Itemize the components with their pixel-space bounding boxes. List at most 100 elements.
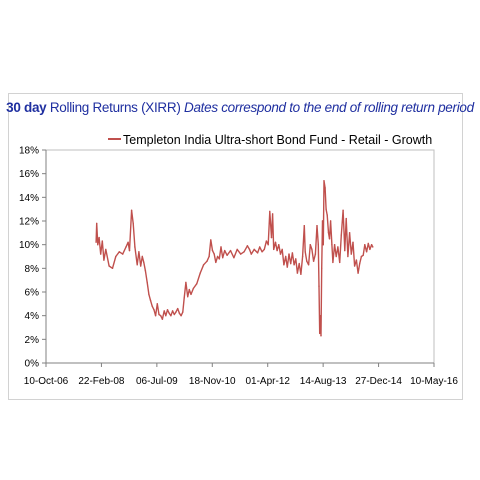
x-tick-label: 01-Apr-12: [245, 376, 290, 387]
data-point: [290, 262, 292, 265]
data-point: [180, 315, 182, 317]
data-point: [210, 239, 212, 241]
data-point: [183, 297, 185, 299]
data-point: [220, 246, 222, 248]
data-point: [337, 246, 339, 248]
data-point: [103, 259, 105, 261]
data-point: [281, 248, 283, 251]
data-point: [306, 260, 308, 262]
data-point: [303, 225, 305, 227]
data-point: [98, 236, 100, 239]
data-point: [226, 254, 228, 256]
data-point: [339, 261, 341, 264]
data-point: [118, 251, 121, 253]
data-point: [263, 248, 265, 251]
data-point: [158, 313, 160, 316]
data-point: [101, 240, 104, 242]
data-point: [243, 251, 245, 253]
data-point: [134, 246, 136, 248]
data-point: [240, 253, 242, 255]
data-point: [156, 303, 158, 305]
data-point: [298, 262, 300, 265]
data-point: [309, 244, 311, 246]
data-point: [322, 244, 324, 246]
data-point: [190, 293, 192, 296]
data-point: [321, 267, 323, 269]
data-point: [95, 241, 97, 243]
data-point: [105, 248, 107, 251]
data-point: [233, 257, 235, 259]
data-point: [342, 209, 344, 211]
data-point: [270, 236, 273, 239]
data-point: [353, 265, 356, 267]
data-point: [154, 315, 157, 317]
data-point: [335, 255, 337, 258]
data-point: [170, 315, 172, 317]
data-point: [108, 265, 110, 267]
y-tick-label: 6%: [25, 288, 40, 299]
data-point: [229, 249, 232, 252]
data-point: [96, 222, 98, 225]
chart-frame: [8, 93, 463, 400]
data-point: [318, 285, 320, 287]
data-point: [301, 255, 304, 258]
data-point: [192, 287, 195, 290]
data-point: [171, 310, 174, 312]
data-point: [160, 315, 162, 317]
data-point: [211, 249, 214, 252]
x-axis: 10-Oct-06 22-Feb-08 06-Jul-09 18-Nov-10 01-A…: [24, 362, 458, 387]
data-point: [215, 261, 217, 264]
data-point: [331, 244, 333, 246]
y-tick-label: 2%: [25, 335, 40, 346]
y-tick-label: 0%: [25, 359, 40, 370]
data-point: [372, 246, 374, 248]
x-tick-label: 06-Jul-09: [136, 376, 178, 387]
data-point: [173, 313, 175, 316]
data-point: [326, 214, 328, 216]
data-point: [222, 257, 224, 259]
data-point: [236, 248, 238, 251]
legend-label: Templeton India Ultra-short Bond Fund - …: [123, 133, 432, 147]
data-point: [218, 258, 220, 260]
data-point: [199, 272, 201, 274]
data-point: [362, 254, 364, 256]
data-point: [166, 309, 169, 311]
data-point: [300, 273, 302, 275]
data-point: [348, 232, 351, 234]
data-point: [125, 246, 127, 248]
chart-title-bold: 30 day: [6, 100, 47, 115]
data-point: [168, 312, 170, 314]
data-point: [333, 244, 336, 246]
data-point: [178, 312, 181, 314]
y-tick-label: 18%: [19, 146, 39, 157]
data-point: [355, 259, 358, 261]
data-point: [283, 264, 285, 266]
data-point: [319, 332, 321, 335]
data-point: [360, 255, 363, 258]
data-point: [144, 270, 147, 272]
data-point: [148, 293, 150, 296]
data-point: [329, 220, 332, 222]
data-point: [357, 272, 359, 274]
data-point: [295, 258, 297, 260]
data-point: [316, 225, 318, 227]
data-point: [328, 238, 331, 240]
data-point: [274, 241, 277, 243]
data-point: [279, 253, 282, 255]
y-tick-label: 14%: [19, 193, 39, 204]
data-point: [320, 335, 322, 337]
chart-title: 30 day Rolling Returns (XIRR) Dates corr…: [0, 100, 480, 115]
data-point: [141, 255, 143, 258]
data-point: [138, 251, 140, 253]
data-point: [248, 248, 251, 251]
data-point: [177, 307, 179, 310]
data-point: [161, 318, 164, 320]
data-point: [350, 253, 352, 255]
y-tick-label: 10%: [19, 240, 39, 251]
data-point: [224, 249, 226, 252]
data-point: [340, 234, 342, 236]
data-point: [364, 244, 366, 246]
data-point: [293, 264, 295, 266]
data-point: [344, 249, 346, 252]
